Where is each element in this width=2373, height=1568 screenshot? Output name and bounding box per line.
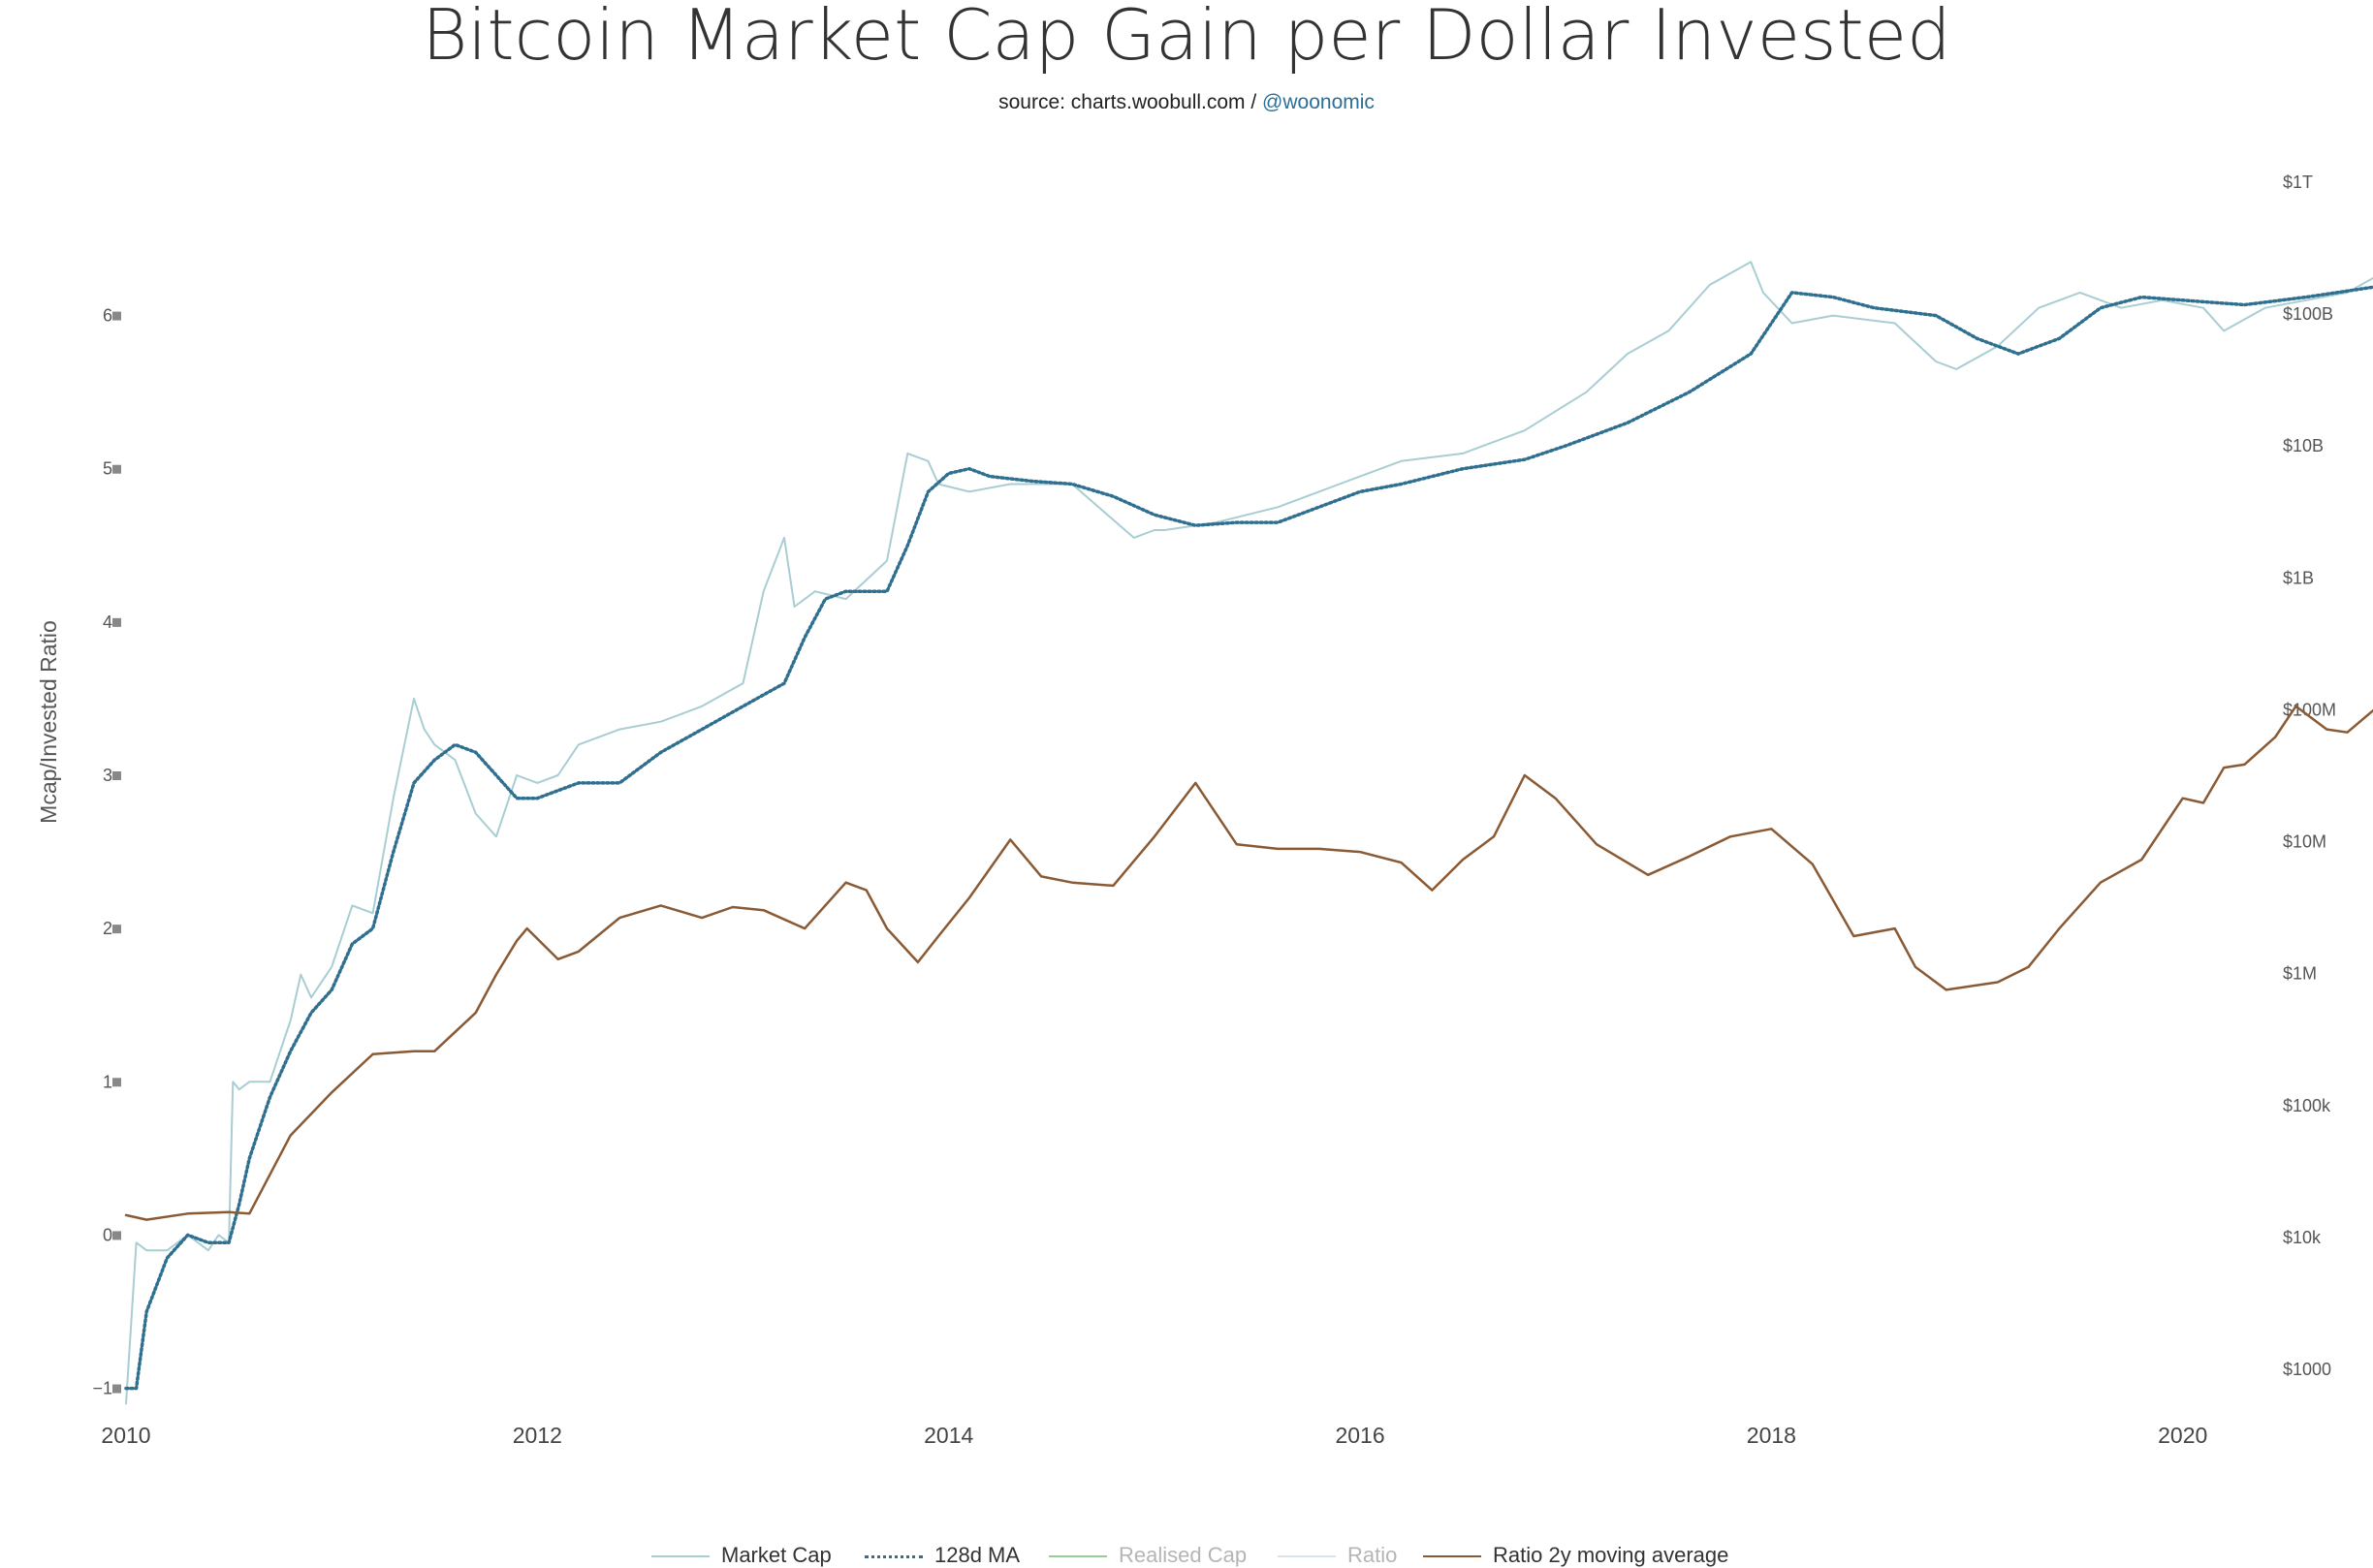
legend-item-128d-ma[interactable]: 128d MA [865, 1543, 1020, 1568]
legend-item-realised-cap[interactable]: Realised Cap [1049, 1543, 1247, 1568]
y-tick-label: −1 [92, 1379, 112, 1398]
x-tick-label: 2010 [101, 1423, 150, 1448]
series-line-128d-ma[interactable] [124, 282, 2373, 1391]
y-tick-mark [112, 464, 121, 474]
y2-tick-label: $100M [2283, 700, 2336, 719]
legend-label: Realised Cap [1119, 1543, 1248, 1567]
chart-title: Bitcoin Market Cap Gain per Dollar Inves… [422, 0, 1951, 76]
y-tick-mark [112, 1384, 121, 1394]
y-tick-mark [112, 925, 121, 934]
y-tick-label: 0 [103, 1225, 112, 1244]
y2-tick-label: $10B [2283, 436, 2324, 455]
legend-item-ratio-2y-ma[interactable]: Ratio 2y moving average [1423, 1543, 1728, 1568]
legend-item-market-cap[interactable]: Market Cap [651, 1543, 832, 1568]
y-tick-mark [112, 771, 121, 780]
x-tick-label: 2012 [513, 1423, 562, 1448]
y-tick-mark [112, 1231, 121, 1240]
y2-tick-label: $100k [2283, 1096, 2331, 1115]
y-tick-label: 5 [103, 459, 112, 479]
plot-area[interactable] [124, 254, 2373, 1405]
legend-swatch-market-cap [651, 1555, 710, 1558]
x-axis-ticks: 2010 2012 2014 2016 2018 2020 [101, 1423, 2207, 1448]
y2-axis-ticks: $1000 $10k $100k $1M $10M $100M $1B $10B $100B $1… [2283, 172, 2336, 1379]
y2-tick-label: $1000 [2283, 1360, 2331, 1379]
subtitle-source: source: charts.woobull.com / [998, 91, 1263, 113]
series-line-market-cap[interactable] [125, 254, 2373, 1405]
y-axis-ticks: −1 0 1 2 3 4 5 6 [92, 306, 121, 1398]
y2-tick-label: $1M [2283, 964, 2317, 984]
x-tick-label: 2014 [924, 1423, 973, 1448]
legend: Market Cap 128d MA Realised Cap Ratio Ra… [0, 1543, 2373, 1567]
y-tick-mark [112, 617, 121, 627]
series-line-ratio-2y-ma[interactable] [124, 696, 2373, 1221]
y-tick-mark [112, 1078, 121, 1087]
y2-tick-label: $100B [2283, 304, 2333, 324]
y-tick-label: 1 [103, 1072, 112, 1091]
x-tick-label: 2018 [1747, 1423, 1796, 1448]
y2-tick-label: $10M [2283, 832, 2326, 852]
y2-tick-label: $1B [2283, 568, 2314, 587]
y-tick-label: 3 [103, 766, 112, 785]
y2-tick-label: $1T [2283, 172, 2313, 192]
legend-swatch-realised-cap [1049, 1555, 1107, 1558]
legend-swatch-ratio [1278, 1555, 1336, 1558]
x-tick-label: 2020 [2158, 1423, 2207, 1448]
legend-item-ratio[interactable]: Ratio [1278, 1543, 1397, 1568]
y-tick-mark [112, 311, 121, 321]
subtitle-handle-link[interactable]: @woonomic [1262, 91, 1375, 113]
legend-label: 128d MA [934, 1543, 1021, 1567]
legend-label: Market Cap [721, 1543, 832, 1567]
legend-label: Ratio [1347, 1543, 1398, 1567]
x-tick-label: 2016 [1335, 1423, 1384, 1448]
y-tick-label: 6 [103, 306, 112, 326]
legend-swatch-ratio-2y-ma [1423, 1555, 1481, 1558]
legend-swatch-128d-ma [865, 1554, 923, 1558]
legend-label: Ratio 2y moving average [1493, 1543, 1729, 1567]
chart-subtitle: source: charts.woobull.com / @woonomic [0, 91, 2373, 114]
y-tick-label: 4 [103, 612, 112, 632]
y2-tick-label: $10k [2283, 1228, 2322, 1247]
y-axis-label: Mcap/Invested Ratio [36, 620, 61, 824]
y-tick-label: 2 [103, 919, 112, 938]
